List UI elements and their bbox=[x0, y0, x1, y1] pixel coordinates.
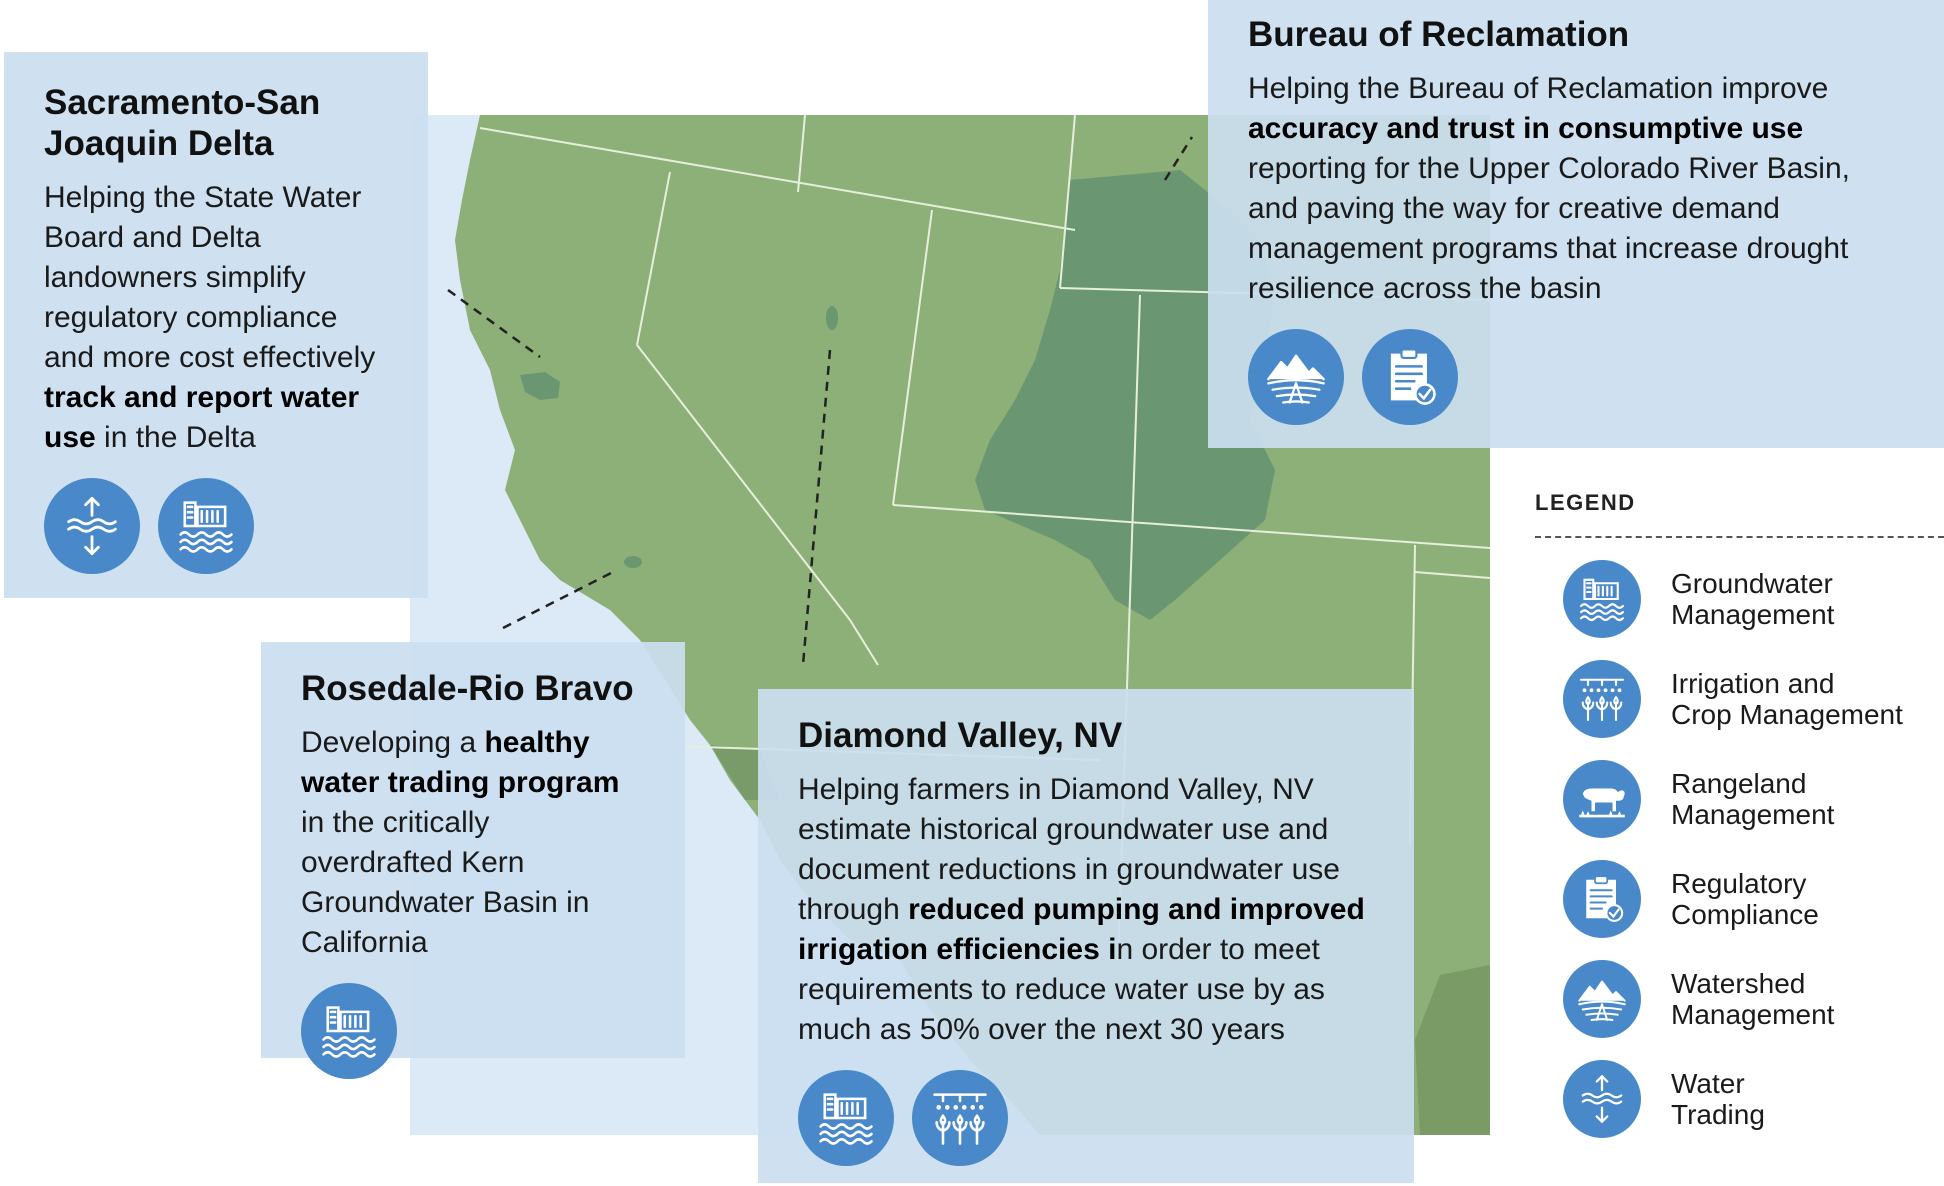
diamond-valley-callout: Diamond Valley, NV Helping farmers in Di… bbox=[758, 689, 1414, 1183]
legend-label-line1: Irrigation and bbox=[1671, 668, 1835, 699]
rosedale-title: Rosedale-Rio Bravo bbox=[301, 669, 634, 708]
legend-label-line1: Water bbox=[1671, 1068, 1745, 1099]
legend-label-line2: Management bbox=[1671, 999, 1835, 1030]
delta-description: Helping the State Water Board and Delta … bbox=[44, 181, 376, 454]
legend-item: Watershed Management bbox=[1535, 960, 1944, 1038]
groundwater-management-icon bbox=[1563, 560, 1641, 638]
legend-items: Groundwater Management Irrigation and Crop… bbox=[1535, 560, 1944, 1138]
legend-item: Groundwater Management bbox=[1535, 560, 1944, 638]
diamond-valley-icons bbox=[798, 1070, 1374, 1166]
great-salt-lake bbox=[826, 306, 838, 330]
regulatory-compliance-icon bbox=[1563, 860, 1641, 938]
lake-tahoe bbox=[624, 556, 642, 568]
legend-label-line1: Groundwater bbox=[1671, 568, 1833, 599]
legend-label-line1: Regulatory bbox=[1671, 868, 1807, 899]
colorado-river-basin bbox=[975, 170, 1275, 620]
groundwater-management-icon bbox=[798, 1070, 894, 1166]
legend-item-label: Groundwater Management bbox=[1671, 568, 1931, 630]
groundwater-management-icon bbox=[158, 478, 254, 574]
water-trading-icon bbox=[1563, 1060, 1641, 1138]
delta-waterway bbox=[520, 372, 560, 400]
legend-title: LEGEND bbox=[1535, 490, 1944, 538]
delta-icons bbox=[44, 478, 388, 574]
diamond-valley-description: Helping farmers in Diamond Valley, NV es… bbox=[798, 773, 1365, 1046]
irrigation-crop-icon bbox=[1563, 660, 1641, 738]
legend-item: Water Trading bbox=[1535, 1060, 1944, 1138]
legend-item-label: Watershed Management bbox=[1671, 968, 1931, 1030]
leader-lines bbox=[447, 136, 1194, 666]
legend-label-line2: Crop Management bbox=[1671, 699, 1903, 730]
legend-item-label: Water Trading bbox=[1671, 1068, 1931, 1130]
regulatory-compliance-icon bbox=[1362, 329, 1458, 425]
irrigation-crop-icon bbox=[912, 1070, 1008, 1166]
legend-label-line2: Compliance bbox=[1671, 899, 1819, 930]
legend-label-line2: Management bbox=[1671, 599, 1835, 630]
bureau-icons bbox=[1248, 329, 1904, 425]
legend-label-line1: Rangeland bbox=[1671, 768, 1807, 799]
bureau-description: Helping the Bureau of Reclamation improv… bbox=[1248, 72, 1850, 305]
delta-title: Sacramento-San Joaquin Delta bbox=[44, 83, 321, 163]
bureau-title: Bureau of Reclamation bbox=[1248, 15, 1630, 54]
legend-label-line2: Trading bbox=[1671, 1099, 1765, 1130]
legend-item: Regulatory Compliance bbox=[1535, 860, 1944, 938]
groundwater-management-icon bbox=[301, 983, 397, 1079]
legend-label-line1: Watershed bbox=[1671, 968, 1806, 999]
legend-item-label: Irrigation and Crop Management bbox=[1671, 668, 1931, 730]
watershed-management-icon bbox=[1248, 329, 1344, 425]
delta-callout: Sacramento-San Joaquin Delta Helping the… bbox=[4, 52, 428, 598]
rosedale-callout: Rosedale-Rio Bravo Developing a healthy … bbox=[261, 642, 685, 1079]
legend-item: Rangeland Management bbox=[1535, 760, 1944, 838]
bureau-callout: Bureau of Reclamation Helping the Bureau… bbox=[1208, 0, 1944, 448]
diamond-valley-title: Diamond Valley, NV bbox=[798, 716, 1123, 755]
legend-item-label: Regulatory Compliance bbox=[1671, 868, 1931, 930]
legend-label-line2: Management bbox=[1671, 799, 1835, 830]
lower-basin-shading bbox=[1415, 965, 1490, 1135]
watershed-management-icon bbox=[1563, 960, 1641, 1038]
rangeland-management-icon bbox=[1563, 760, 1641, 838]
rosedale-icons bbox=[301, 983, 645, 1079]
legend-item-label: Rangeland Management bbox=[1671, 768, 1931, 830]
legend: LEGEND Groundwater Management Irrigation … bbox=[1535, 490, 1944, 1138]
water-trading-icon bbox=[44, 478, 140, 574]
rosedale-description: Developing a healthy water trading progr… bbox=[301, 726, 620, 959]
legend-item: Irrigation and Crop Management bbox=[1535, 660, 1944, 738]
